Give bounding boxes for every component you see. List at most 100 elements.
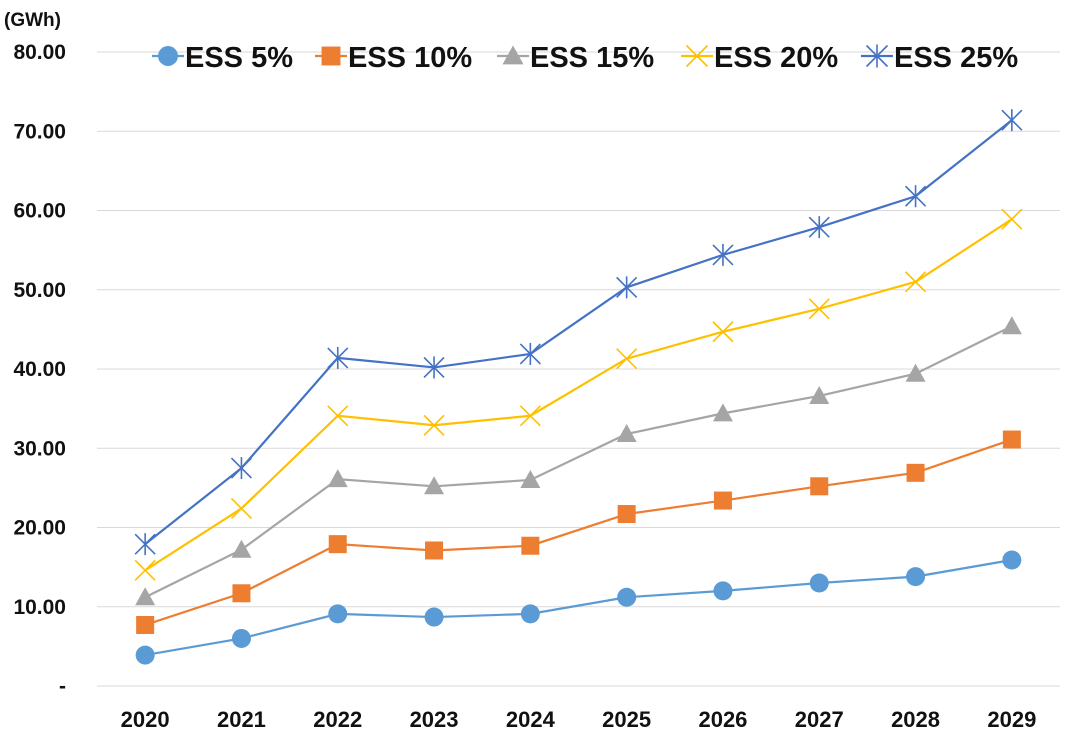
- y-tick-label: 10.00: [13, 596, 66, 619]
- series-3: [135, 316, 1022, 606]
- x-tick-label: 2029: [987, 707, 1036, 732]
- data-point: [136, 615, 155, 634]
- data-point: [1001, 109, 1023, 132]
- data-point: [712, 403, 733, 422]
- data-point: [685, 44, 709, 68]
- data-point: [617, 505, 636, 524]
- legend-label: ESS 10%: [348, 42, 472, 74]
- y-tick-label: 20.00: [13, 517, 66, 540]
- data-point: [808, 298, 830, 320]
- data-point: [425, 541, 444, 560]
- y-axis-unit-label: (GWh): [4, 10, 61, 31]
- series-1: [135, 550, 1022, 665]
- data-point: [231, 539, 252, 558]
- series-line: [144, 438, 1013, 627]
- legend-label: ESS 5%: [185, 42, 293, 74]
- x-tick-label: 2021: [217, 707, 266, 732]
- data-point: [519, 342, 541, 365]
- data-point: [134, 533, 156, 556]
- x-tick-label: 2027: [795, 707, 844, 732]
- legend-item: ESS 20%: [681, 42, 838, 74]
- y-tick-label: 40.00: [13, 358, 66, 381]
- data-point: [616, 348, 638, 370]
- legend: ESS 5% ESS 10% ESS 15% ESS 20% ESS 25%: [152, 42, 1018, 74]
- data-point: [328, 604, 348, 624]
- data-point: [713, 581, 733, 601]
- data-point: [904, 185, 927, 208]
- x-tick-label: 2026: [698, 707, 747, 732]
- data-point: [712, 321, 734, 343]
- legend-item: ESS 25%: [861, 42, 1018, 74]
- y-tick-label: -: [59, 675, 66, 698]
- data-point: [904, 271, 927, 293]
- data-point: [321, 46, 341, 66]
- data-point: [231, 628, 251, 648]
- y-axis-ticks: - 10.00 20.00 30.00 40.00 50.00 60.00 70.00 80.0…: [13, 41, 66, 698]
- data-point: [230, 457, 253, 480]
- data-point: [809, 385, 830, 404]
- series-4: [134, 208, 1023, 581]
- legend-item: ESS 15%: [497, 42, 654, 74]
- data-point: [906, 463, 925, 482]
- y-tick-label: 70.00: [13, 120, 66, 143]
- x-tick-label: 2024: [506, 707, 556, 732]
- series-line: [144, 218, 1013, 572]
- y-tick-label: 30.00: [13, 437, 66, 460]
- legend-label: ESS 25%: [894, 42, 1018, 74]
- data-point: [617, 587, 637, 607]
- data-point: [327, 346, 349, 369]
- x-tick-label: 2028: [891, 707, 940, 732]
- data-point: [134, 559, 156, 581]
- series-2: [136, 430, 1021, 634]
- legend-label: ESS 15%: [530, 42, 654, 74]
- series-line: [144, 325, 1013, 599]
- data-point: [327, 469, 348, 488]
- data-point: [865, 44, 889, 68]
- data-point: [424, 476, 445, 495]
- data-point: [809, 573, 829, 593]
- data-point: [616, 276, 638, 299]
- data-point: [808, 216, 830, 239]
- data-point: [1002, 550, 1022, 570]
- data-point: [424, 607, 444, 627]
- y-tick-label: 50.00: [13, 279, 66, 302]
- series-line: [144, 558, 1013, 657]
- y-tick-label: 60.00: [13, 200, 66, 223]
- data-point: [713, 491, 732, 510]
- data-point: [1001, 208, 1023, 230]
- legend-label: ESS 20%: [714, 42, 838, 74]
- data-point: [158, 46, 178, 66]
- legend-item: ESS 10%: [315, 42, 472, 74]
- series-5: [134, 109, 1023, 556]
- data-point: [230, 497, 253, 520]
- data-point: [521, 536, 540, 555]
- data-point: [327, 405, 349, 427]
- data-point: [906, 567, 926, 587]
- data-point: [519, 405, 541, 427]
- data-point: [232, 584, 251, 603]
- data-point: [520, 604, 540, 624]
- x-axis-ticks: 2020 2021 2022 2023 2024 2025 2026 2027 2028 2029: [121, 707, 1037, 732]
- x-tick-label: 2025: [602, 707, 651, 732]
- data-point: [616, 423, 637, 442]
- data-point: [423, 414, 445, 436]
- data-point: [328, 535, 347, 554]
- series-group: [134, 109, 1023, 665]
- x-tick-label: 2023: [410, 707, 459, 732]
- data-point: [502, 45, 524, 65]
- data-point: [712, 243, 734, 266]
- data-point: [135, 645, 155, 665]
- data-point: [423, 356, 445, 379]
- data-point: [1001, 316, 1022, 335]
- y-tick-label: 80.00: [13, 41, 66, 64]
- series-line: [144, 119, 1013, 546]
- data-point: [810, 477, 829, 496]
- x-tick-label: 2020: [121, 707, 170, 732]
- x-tick-label: 2022: [313, 707, 362, 732]
- data-point: [905, 363, 926, 382]
- data-point: [135, 587, 156, 606]
- data-point: [520, 469, 541, 488]
- data-point: [1002, 430, 1021, 449]
- legend-item: ESS 5%: [152, 42, 293, 74]
